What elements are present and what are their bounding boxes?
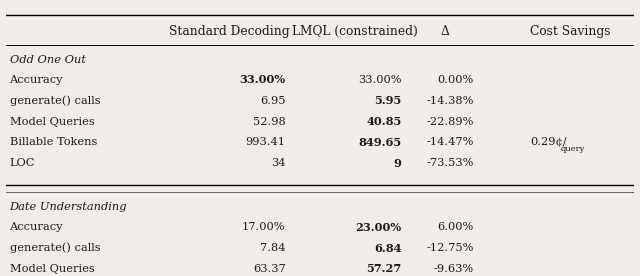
Text: 9: 9 (394, 158, 401, 169)
Text: Model Queries: Model Queries (10, 116, 94, 126)
Text: LMQL (constrained): LMQL (constrained) (292, 25, 417, 38)
Text: 5.95: 5.95 (374, 95, 401, 106)
Text: Odd One Out: Odd One Out (10, 55, 86, 65)
Text: -12.75%: -12.75% (426, 243, 474, 253)
Text: generate() calls: generate() calls (10, 243, 100, 253)
Text: 0.00%: 0.00% (437, 75, 474, 85)
Text: 40.85: 40.85 (366, 116, 401, 127)
Text: 6.84: 6.84 (374, 243, 401, 254)
Text: Model Queries: Model Queries (10, 264, 94, 274)
Text: 23.00%: 23.00% (355, 222, 401, 233)
Text: 34: 34 (271, 158, 285, 168)
Text: Date Understanding: Date Understanding (10, 202, 127, 212)
Text: 17.00%: 17.00% (242, 222, 285, 232)
Text: 52.98: 52.98 (253, 116, 285, 126)
Text: query: query (560, 145, 584, 153)
Text: Δ: Δ (441, 25, 450, 38)
Text: -22.89%: -22.89% (426, 116, 474, 126)
Text: generate() calls: generate() calls (10, 95, 100, 106)
Text: Cost Savings: Cost Savings (530, 25, 611, 38)
Text: Accuracy: Accuracy (10, 75, 63, 85)
Text: -9.63%: -9.63% (433, 264, 474, 274)
Text: 0.29¢/: 0.29¢/ (530, 137, 567, 147)
Text: 849.65: 849.65 (358, 137, 401, 148)
Text: 7.84: 7.84 (260, 243, 285, 253)
Text: 6.95: 6.95 (260, 96, 285, 106)
Text: 63.37: 63.37 (253, 264, 285, 274)
Text: Accuracy: Accuracy (10, 222, 63, 232)
Text: Standard Decoding: Standard Decoding (169, 25, 289, 38)
Text: -14.47%: -14.47% (426, 137, 474, 147)
Text: 33.00%: 33.00% (358, 75, 401, 85)
Text: 993.41: 993.41 (246, 137, 285, 147)
Text: -73.53%: -73.53% (426, 158, 474, 168)
Text: Billable Tokens: Billable Tokens (10, 137, 97, 147)
Text: 57.27: 57.27 (366, 263, 401, 274)
Text: 6.00%: 6.00% (437, 222, 474, 232)
Text: LOC: LOC (10, 158, 35, 168)
Text: 33.00%: 33.00% (239, 74, 285, 85)
Text: -14.38%: -14.38% (426, 96, 474, 106)
